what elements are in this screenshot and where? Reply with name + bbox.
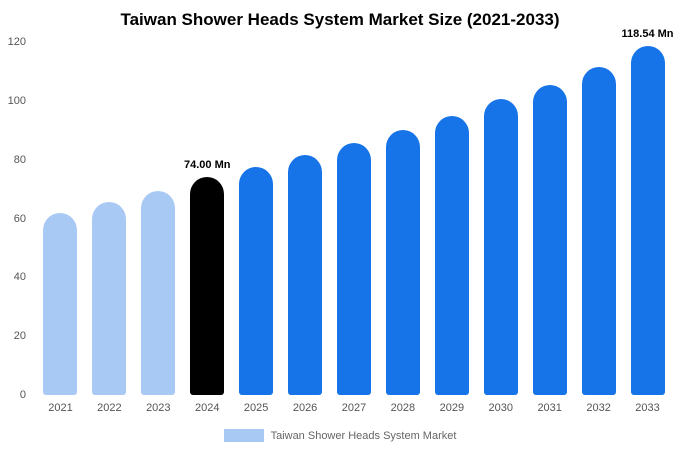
x-axis-label-2031: 2031: [537, 402, 562, 414]
bar-2032: [581, 67, 616, 395]
x-axis-label-2027: 2027: [341, 402, 367, 414]
y-axis-tick-60: 60: [13, 212, 26, 225]
bar-slot-2029: 2029: [427, 42, 476, 414]
y-axis-tick-20: 20: [13, 330, 26, 343]
chart-title: Taiwan Shower Heads System Market Size (…: [120, 10, 560, 29]
legend-label: Taiwan Shower Heads System Market: [270, 429, 457, 442]
legend-swatch: [223, 429, 264, 442]
plot-area: 2021 2022 2023 74.00 Mn 2024 2025 2026 2027 2028…: [36, 28, 674, 414]
bar-2028: [385, 130, 420, 395]
bar-2024: [190, 177, 225, 395]
bar-2031: [532, 85, 567, 395]
legend: Taiwan Shower Heads System Market: [0, 429, 680, 442]
bar-slot-2023: 2023: [134, 42, 183, 414]
x-axis-label-2030: 2030: [488, 402, 513, 414]
bar-slot-2021: 2021: [36, 42, 85, 414]
bar-slot-2033: 118.54 Mn 2033: [622, 28, 674, 414]
x-axis-label-2023: 2023: [146, 402, 171, 414]
bar-slot-2026: 2026: [281, 42, 330, 414]
bar-2026: [288, 155, 323, 395]
bar-2030: [483, 99, 518, 395]
bar-2021: [43, 213, 78, 395]
x-axis-label-2028: 2028: [390, 402, 416, 414]
x-axis-label-2033: 2033: [635, 402, 660, 414]
bar-2023: [141, 191, 176, 395]
bar-slot-2024: 74.00 Mn 2024: [183, 42, 232, 414]
bar-2027: [336, 143, 371, 395]
bar-slot-2028: 2028: [378, 42, 427, 414]
bar-2025: [239, 167, 274, 395]
y-axis-tick-40: 40: [13, 271, 26, 284]
bar-2033: [630, 46, 665, 395]
bar-annotation-2024: 74.00 Mn: [183, 159, 231, 171]
x-axis-label-2021: 2021: [48, 402, 73, 414]
x-axis-label-2029: 2029: [439, 402, 465, 414]
bar-slot-2025: 2025: [232, 42, 281, 414]
y-axis: 0 20 40 60 80 100 120: [0, 36, 30, 401]
x-axis-label-2024: 2024: [194, 402, 220, 414]
x-axis-label-2025: 2025: [243, 402, 269, 414]
y-axis-tick-120: 120: [7, 36, 26, 48]
bar-slot-2022: 2022: [85, 42, 134, 414]
y-axis-tick-100: 100: [7, 94, 26, 107]
bar-2022: [92, 202, 127, 395]
y-axis-tick-0: 0: [19, 389, 26, 401]
x-axis-label-2026: 2026: [292, 402, 318, 414]
x-axis-label-2022: 2022: [97, 402, 122, 414]
x-axis-label-2032: 2032: [586, 402, 611, 414]
bar-annotation-2033: 118.54 Mn: [621, 28, 674, 40]
bar-slot-2032: 2032: [574, 42, 623, 414]
bar-slot-2030: 2030: [476, 42, 525, 414]
y-axis-tick-80: 80: [13, 153, 26, 166]
bar-slot-2027: 2027: [330, 42, 379, 414]
bar-2029: [434, 116, 469, 395]
bar-slot-2031: 2031: [525, 42, 574, 414]
